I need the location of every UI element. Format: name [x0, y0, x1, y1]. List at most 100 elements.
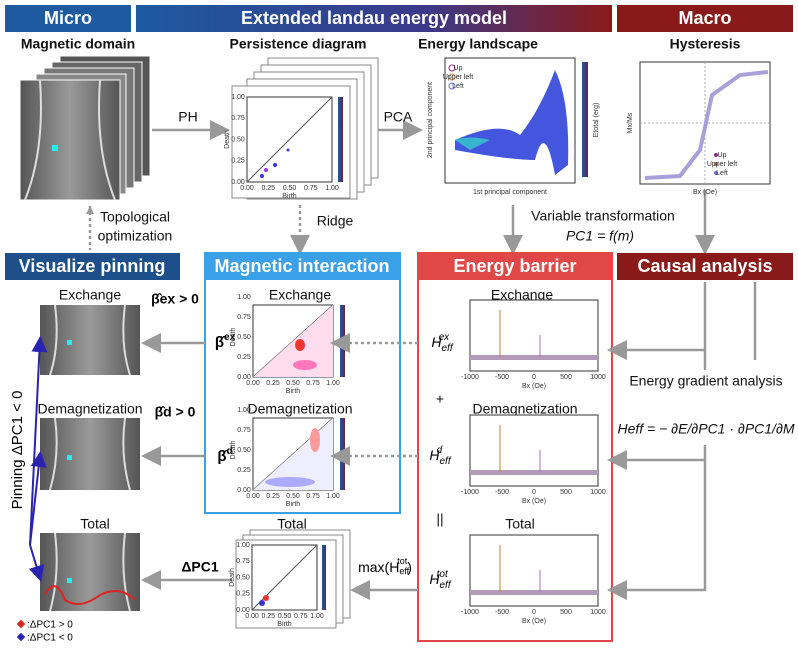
- x-tick-label: 0.00: [240, 185, 254, 192]
- legend-label: :ΔPC1 < 0: [27, 633, 73, 644]
- label: Total: [277, 516, 307, 532]
- step-label: Variable transformation: [531, 208, 675, 224]
- x-tick-label: 0.25: [266, 380, 280, 387]
- x-tick-label: -500: [495, 609, 509, 616]
- x-tick-label: 500: [560, 374, 572, 381]
- x-tick-label: 0.75: [306, 380, 320, 387]
- axis-label: 1st principal component: [473, 189, 547, 196]
- legend-label: Left: [452, 83, 464, 90]
- legend-marker: [448, 73, 456, 81]
- y-tick-label: 1.00: [237, 407, 251, 414]
- legend-label: Left: [716, 170, 728, 177]
- step-label: Topological: [100, 209, 170, 225]
- arrow: [607, 445, 707, 470]
- x-tick-label: 1000: [590, 609, 606, 616]
- header-box: [617, 253, 793, 280]
- legend-label: Upper left: [707, 161, 737, 168]
- x-tick-label: 1.00: [326, 493, 340, 500]
- total-pd-stack: [235, 529, 351, 629]
- x-tick-label: 0.75: [304, 185, 318, 192]
- axis-label: 2nd principal component: [427, 82, 434, 158]
- legend-label: Up: [454, 65, 463, 72]
- title: Hysteresis: [670, 36, 741, 52]
- axis-label: Death: [229, 568, 236, 587]
- header: Macro: [678, 8, 731, 28]
- y-tick-label: 0.25: [236, 591, 250, 598]
- label: Exchange: [269, 287, 331, 303]
- legend-label: Up: [718, 152, 727, 159]
- plot-frame: [469, 414, 599, 487]
- interaction-plots: [252, 304, 345, 491]
- y-tick-label: 0.00: [237, 487, 251, 494]
- x-tick-label: -500: [495, 374, 509, 381]
- legend-marker: [448, 82, 456, 90]
- domain-stack: [19, 55, 151, 201]
- axis-label: Death: [230, 441, 237, 460]
- x-tick-label: 0.75: [294, 613, 308, 620]
- baseline-band: [470, 590, 598, 595]
- baseline-band: [470, 355, 598, 360]
- x-tick-label: 0.25: [266, 493, 280, 500]
- y-tick-label: 0.25: [231, 158, 245, 165]
- axis-label: Bx (Oe): [522, 383, 546, 390]
- axis-label: Mx/Ms: [627, 112, 634, 133]
- label: Exchange: [491, 287, 553, 303]
- header-box: [617, 5, 793, 32]
- header-box: [136, 5, 612, 32]
- x-tick-label: 0.50: [286, 493, 300, 500]
- axis-label: Birth: [282, 193, 297, 200]
- x-tick-label: -1000: [461, 374, 479, 381]
- label: Demagnetization: [472, 401, 577, 417]
- plot-frame: [469, 534, 599, 607]
- header: Visualize pinning: [19, 256, 166, 276]
- barrier-plots: -1000 -500 0 500 1000 Bx (Oe) -1000 -500 0 500 100…: [461, 299, 606, 625]
- x-tick-label: -1000: [461, 609, 479, 616]
- step-label: optimization: [98, 228, 173, 244]
- title: Persistence diagram: [230, 36, 367, 52]
- x-tick-label: 500: [560, 609, 572, 616]
- x-tick-label: 0.50: [278, 613, 292, 620]
- x-tick-label: 0.00: [246, 493, 260, 500]
- x-tick-label: 0: [532, 489, 536, 496]
- step-label: PC1 = f(m): [566, 228, 634, 244]
- landscape-plot: [444, 57, 588, 184]
- formula: Heff = − ∂E/∂PC1 · ∂PC1/∂M: [617, 421, 794, 437]
- x-tick-label: 0.00: [246, 380, 260, 387]
- legend-label: Upper left: [443, 74, 473, 81]
- step-label: PCA: [384, 109, 413, 125]
- symbol: ||: [436, 511, 443, 527]
- header-box: [5, 5, 131, 32]
- x-tick-label: -1000: [461, 489, 479, 496]
- baseline-band: [470, 470, 598, 475]
- y-tick-label: 0.25: [237, 467, 251, 474]
- x-tick-label: 500: [560, 489, 572, 496]
- y-tick-label: 0.50: [231, 136, 245, 143]
- x-tick-label: 0.50: [286, 380, 300, 387]
- header: Micro: [44, 8, 92, 28]
- y-tick-label: 0.75: [237, 314, 251, 321]
- x-tick-label: 1.00: [310, 613, 324, 620]
- coef: β̂d: [217, 446, 232, 465]
- legend-marker: [448, 64, 456, 72]
- x-tick-label: 1000: [590, 489, 606, 496]
- x-tick-label: 0.75: [306, 493, 320, 500]
- coef-label: β̂d > 0: [155, 404, 196, 420]
- y-tick-label: 0.00: [231, 179, 245, 186]
- header: Causal analysis: [637, 256, 772, 276]
- axis-label: Bx (Oe): [522, 498, 546, 505]
- step-label: Ridge: [317, 213, 354, 229]
- y-tick-label: 0.75: [237, 427, 251, 434]
- axis-label: Birth: [286, 501, 301, 508]
- y-tick-label: 0.50: [237, 334, 251, 341]
- axis-label: Pinning ΔPC1 < 0: [9, 391, 26, 510]
- axis-label: Birth: [277, 621, 292, 628]
- label: Demagnetization: [37, 401, 142, 417]
- header: Extended landau energy model: [241, 8, 507, 28]
- header-box: [5, 253, 180, 280]
- axis-label: Death: [230, 328, 237, 347]
- x-tick-label: 0.25: [261, 185, 275, 192]
- axis-label: Birth: [286, 388, 301, 395]
- label: Demagnetization: [247, 401, 352, 417]
- x-tick-label: 0.00: [245, 613, 259, 620]
